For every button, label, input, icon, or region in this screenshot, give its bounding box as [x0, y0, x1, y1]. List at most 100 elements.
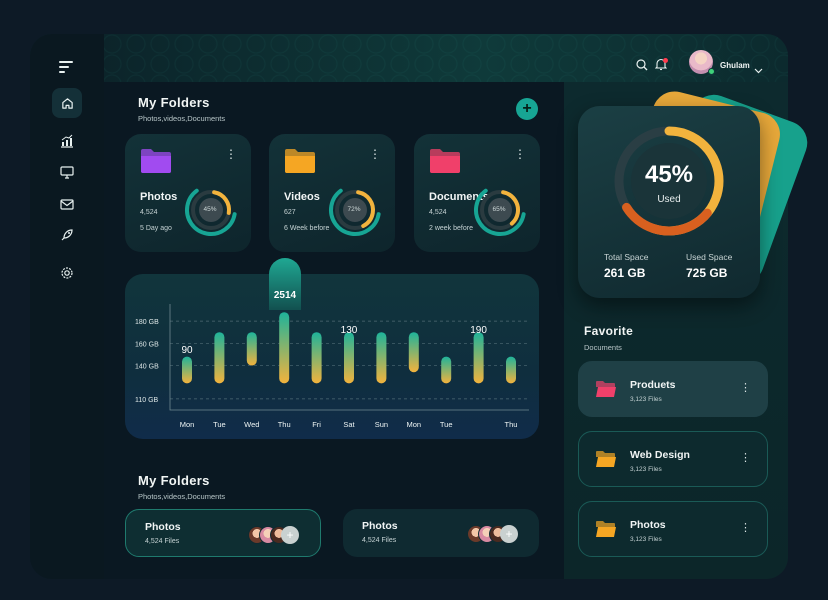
folder-name: Photos — [145, 521, 181, 533]
favorite-item[interactable]: Photos 3,123 Files ⋮ — [578, 501, 768, 557]
folder-name: Photos — [362, 520, 398, 532]
home-icon[interactable] — [52, 88, 82, 118]
chart-bar[interactable] — [376, 332, 387, 384]
add-member-icon[interactable]: + — [500, 525, 518, 543]
favorite-title: Favorite — [584, 324, 634, 338]
favorite-item[interactable]: Produets 3,123 Files ⋮ — [578, 361, 768, 417]
total-space-value: 261 GB — [604, 266, 646, 280]
more-options-icon[interactable]: ⋮ — [740, 452, 751, 464]
x-tick-label: Sun — [375, 420, 388, 429]
section-title: My Folders — [138, 95, 210, 110]
storage-ring — [614, 126, 724, 236]
favorite-name: Produets — [630, 379, 676, 391]
chart-bar[interactable] — [506, 356, 516, 384]
folder-open-icon — [595, 450, 617, 473]
y-tick-label: 110 GB — [135, 397, 159, 404]
x-tick-label: Tue — [213, 420, 226, 429]
chart-bar[interactable] — [408, 332, 419, 373]
storage-percent: 45% — [644, 161, 694, 188]
storage-card: 45% Used Total Space 261 GB Used Space 7… — [578, 106, 760, 298]
hex-pattern — [30, 34, 788, 82]
folder-name: Photos — [140, 191, 178, 203]
x-tick-label: Mon — [407, 420, 422, 429]
folder-updated: 6 Week before — [284, 225, 330, 232]
folder-name: Documents — [429, 191, 489, 203]
data-label: 190 — [470, 325, 487, 336]
ring-secondary-arc — [614, 126, 724, 236]
usage-percent: 45% — [203, 206, 217, 213]
add-member-icon[interactable]: + — [281, 526, 299, 544]
folder-files: 4,524 Files — [145, 538, 180, 545]
section-title-bottom: My Folders — [138, 473, 210, 488]
chart-bar[interactable] — [441, 356, 452, 384]
folder-count: 4,524 — [429, 209, 447, 216]
storage-used-label: Used — [657, 194, 681, 205]
used-space-label: Used Space — [686, 252, 733, 262]
usage-ring — [474, 184, 526, 236]
more-options-icon[interactable]: ⋮ — [514, 147, 526, 161]
chevron-down-icon[interactable] — [754, 61, 763, 79]
usage-percent: 65% — [492, 206, 506, 213]
section-subtitle: Photos,videos,Documents — [138, 114, 226, 123]
notification-badge — [663, 58, 668, 63]
favorite-item[interactable]: Web Design 3,123 Files ⋮ — [578, 431, 768, 487]
y-tick-label: 140 GB — [135, 364, 159, 371]
chart-bar[interactable] — [246, 332, 257, 366]
top-bar — [30, 34, 788, 82]
bell-icon[interactable] — [654, 58, 668, 76]
favorite-files: 3,123 Files — [630, 536, 662, 543]
data-label: 130 — [341, 325, 358, 336]
chart-bar[interactable] — [344, 332, 354, 384]
shared-avatars: + — [248, 526, 306, 544]
add-folder-button[interactable]: + — [516, 98, 538, 120]
folder-card[interactable]: Photos 4,524 Files + — [343, 509, 539, 557]
section-subtitle-bottom: Photos,videos,Documents — [138, 492, 226, 501]
plus-icon: + — [522, 100, 532, 117]
total-space-label: Total Space — [604, 252, 649, 262]
usage-ring — [185, 184, 237, 236]
folder-card[interactable]: ⋮ Documents 4,524 2 week before 65% — [414, 134, 540, 252]
search-icon[interactable] — [636, 58, 648, 76]
menu-icon[interactable] — [52, 52, 82, 82]
folder-open-icon — [595, 520, 617, 543]
chart-bar[interactable] — [279, 312, 290, 384]
folder-files: 4,524 Files — [362, 537, 397, 544]
usage-ring — [329, 184, 381, 236]
chart-bar[interactable] — [311, 332, 322, 384]
more-options-icon[interactable]: ⋮ — [740, 522, 751, 534]
mail-icon[interactable] — [52, 189, 82, 219]
x-tick-label: Tue — [440, 420, 453, 429]
x-tick-label: Wed — [244, 420, 259, 429]
settings-icon[interactable] — [52, 258, 82, 288]
analytics-icon[interactable] — [52, 126, 82, 156]
chart-bar[interactable] — [182, 356, 192, 384]
user-name[interactable]: Ghulam — [720, 61, 750, 70]
y-tick-label: 160 GB — [135, 341, 159, 348]
rocket-icon[interactable] — [52, 220, 82, 250]
folder-card[interactable]: ⋮ Videos 627 6 Week before 72% — [269, 134, 395, 252]
folder-updated: 2 week before — [429, 225, 473, 232]
favorite-files: 3,123 Files — [630, 466, 662, 473]
chart-bar[interactable] — [473, 332, 484, 384]
more-options-icon[interactable]: ⋮ — [369, 147, 381, 161]
monitor-icon[interactable] — [52, 157, 82, 187]
x-tick-label: Sat — [343, 420, 355, 429]
favorite-subtitle: Documents — [584, 343, 622, 352]
folder-name: Videos — [284, 191, 320, 203]
x-tick-label: Thu — [505, 420, 518, 429]
favorite-name: Web Design — [630, 449, 690, 461]
folder-icon — [284, 148, 316, 179]
axis — [169, 304, 529, 411]
folder-card[interactable]: Photos 4,524 Files + — [125, 509, 321, 557]
x-tick-label: Mon — [180, 420, 195, 429]
folder-count: 4,524 — [140, 209, 158, 216]
folder-card[interactable]: ⋮ Photos 4,524 5 Day ago 45% — [125, 134, 251, 252]
x-tick-label: Thu — [278, 420, 291, 429]
data-label: 90 — [181, 345, 193, 356]
more-options-icon[interactable]: ⋮ — [225, 147, 237, 161]
ring-center — [631, 143, 707, 219]
sidebar — [30, 34, 104, 579]
more-options-icon[interactable]: ⋮ — [740, 382, 751, 394]
storage-chart — [125, 274, 539, 439]
chart-bar[interactable] — [214, 332, 225, 384]
